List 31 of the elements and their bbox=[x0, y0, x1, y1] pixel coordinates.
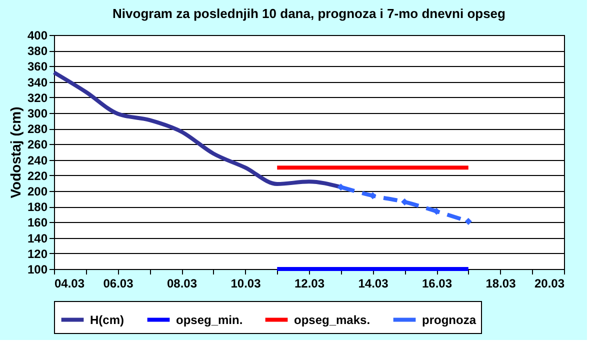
y-tick-label: 260 bbox=[27, 138, 48, 152]
x-tick-label: 14.03 bbox=[358, 276, 389, 290]
y-tick-label: 100 bbox=[27, 262, 48, 276]
legend-label: opseg_min. bbox=[176, 312, 243, 327]
x-tick-label: 08.03 bbox=[166, 276, 198, 290]
y-tick-label: 380 bbox=[27, 44, 48, 58]
y-tick-label: 140 bbox=[27, 231, 48, 246]
y-tick-label: 340 bbox=[27, 75, 48, 90]
chart-title: Nivogram za poslednjih 10 dana, prognoza i 7-mo dnevni opseg bbox=[112, 6, 506, 21]
y-tick-label: 220 bbox=[27, 168, 48, 183]
x-tick-label: 06.03 bbox=[103, 276, 134, 290]
legend-label: opseg_maks. bbox=[294, 312, 370, 327]
y-tick-label: 240 bbox=[27, 153, 48, 168]
y-tick-label: 320 bbox=[27, 90, 48, 105]
y-tick-label: 400 bbox=[27, 28, 48, 42]
x-tick-label: 16.03 bbox=[422, 276, 452, 290]
x-tick-label: 12.03 bbox=[294, 276, 325, 290]
y-tick-label: 120 bbox=[27, 246, 48, 261]
y-tick-label: 360 bbox=[27, 60, 48, 74]
y-tick-label: 280 bbox=[27, 122, 48, 136]
legend-label: H(cm) bbox=[90, 312, 124, 327]
x-tick-label: 18.03 bbox=[486, 276, 516, 290]
legend-label: prognoza bbox=[422, 312, 476, 327]
y-tick-label: 200 bbox=[27, 184, 48, 198]
x-tick-label: 04.03 bbox=[54, 276, 85, 290]
x-tick-label: 20.03 bbox=[534, 276, 565, 290]
y-tick-label: 180 bbox=[27, 200, 48, 214]
x-tick-label: 10.03 bbox=[230, 276, 262, 290]
y-axis-title: Vodostaj (cm) bbox=[7, 106, 24, 198]
y-tick-label: 300 bbox=[27, 106, 48, 120]
y-tick-label: 160 bbox=[27, 216, 48, 230]
